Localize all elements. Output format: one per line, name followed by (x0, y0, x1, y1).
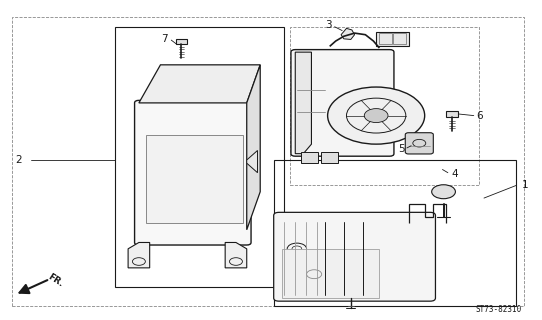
Polygon shape (247, 65, 260, 230)
Bar (379, 33, 392, 44)
Bar (446, 111, 458, 117)
Bar (393, 33, 406, 44)
FancyBboxPatch shape (291, 50, 394, 156)
Text: ST73-82310: ST73-82310 (475, 305, 522, 314)
Polygon shape (341, 28, 354, 39)
Bar (114, 27, 285, 287)
Text: 7: 7 (161, 34, 167, 44)
Bar (321, 152, 338, 163)
Polygon shape (225, 243, 247, 268)
FancyBboxPatch shape (405, 133, 433, 154)
Polygon shape (295, 52, 312, 154)
Circle shape (431, 185, 455, 199)
Bar (176, 39, 188, 44)
Polygon shape (128, 243, 150, 268)
Text: 2: 2 (15, 155, 22, 165)
Polygon shape (139, 65, 260, 103)
Bar (301, 152, 319, 163)
Bar (376, 32, 409, 46)
FancyBboxPatch shape (274, 212, 435, 301)
Circle shape (364, 108, 388, 123)
Text: 3: 3 (325, 20, 331, 30)
Text: 1: 1 (522, 180, 528, 190)
Text: FR.: FR. (46, 272, 65, 289)
Bar (274, 160, 517, 306)
FancyBboxPatch shape (134, 100, 251, 245)
Bar (146, 135, 243, 223)
Bar (290, 27, 479, 185)
Text: 6: 6 (476, 111, 482, 121)
Bar (282, 249, 379, 298)
Polygon shape (247, 150, 257, 173)
Text: 5: 5 (398, 144, 405, 154)
Circle shape (327, 87, 425, 144)
Text: 4: 4 (451, 169, 459, 179)
